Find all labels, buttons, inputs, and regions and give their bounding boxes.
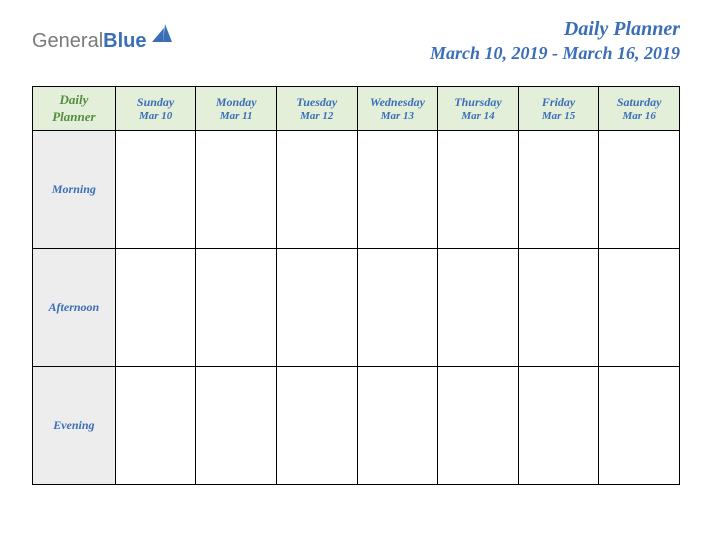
planner-cell[interactable] <box>438 367 519 485</box>
day-date: Mar 11 <box>196 110 276 122</box>
corner-label-1: Daily <box>33 92 115 109</box>
planner-page: GeneralBlue Daily Planner March 10, 2019… <box>0 0 712 550</box>
planner-cell[interactable] <box>599 249 680 367</box>
header-row: GeneralBlue Daily Planner March 10, 2019… <box>32 18 680 64</box>
day-name: Sunday <box>116 95 196 111</box>
planner-cell[interactable] <box>599 367 680 485</box>
planner-cell[interactable] <box>115 249 196 367</box>
planner-cell[interactable] <box>438 249 519 367</box>
logo-mark-icon <box>152 24 172 49</box>
logo-text-blue: Blue <box>103 30 146 52</box>
day-date: Mar 16 <box>599 110 679 122</box>
planner-cell[interactable] <box>357 249 438 367</box>
day-date: Mar 10 <box>116 110 196 122</box>
day-name: Saturday <box>599 95 679 111</box>
planner-cell[interactable] <box>357 367 438 485</box>
period-label: Evening <box>33 367 116 485</box>
day-header: Friday Mar 15 <box>518 87 599 131</box>
day-date: Mar 13 <box>358 110 438 122</box>
day-header: Sunday Mar 10 <box>115 87 196 131</box>
table-row: Afternoon <box>33 249 680 367</box>
period-label: Afternoon <box>33 249 116 367</box>
day-name: Thursday <box>438 95 518 111</box>
planner-cell[interactable] <box>276 131 357 249</box>
planner-cell[interactable] <box>438 131 519 249</box>
planner-cell[interactable] <box>599 131 680 249</box>
day-header: Monday Mar 11 <box>196 87 277 131</box>
title-block: Daily Planner March 10, 2019 - March 16,… <box>430 18 680 64</box>
planner-cell[interactable] <box>276 367 357 485</box>
page-date-range: March 10, 2019 - March 16, 2019 <box>430 43 680 64</box>
day-date: Mar 14 <box>438 110 518 122</box>
planner-cell[interactable] <box>357 131 438 249</box>
page-title: Daily Planner <box>430 18 680 41</box>
planner-cell[interactable] <box>518 367 599 485</box>
table-row: Evening <box>33 367 680 485</box>
period-label: Morning <box>33 131 116 249</box>
planner-cell[interactable] <box>196 367 277 485</box>
header-row-days: Daily Planner Sunday Mar 10 Monday Mar 1… <box>33 87 680 131</box>
table-row: Morning <box>33 131 680 249</box>
day-date: Mar 15 <box>519 110 599 122</box>
planner-table: Daily Planner Sunday Mar 10 Monday Mar 1… <box>32 86 680 485</box>
planner-cell[interactable] <box>196 131 277 249</box>
planner-cell[interactable] <box>276 249 357 367</box>
corner-cell: Daily Planner <box>33 87 116 131</box>
logo-text-general: General <box>32 30 103 52</box>
planner-cell[interactable] <box>518 131 599 249</box>
day-name: Friday <box>519 95 599 111</box>
day-header: Tuesday Mar 12 <box>276 87 357 131</box>
day-header: Saturday Mar 16 <box>599 87 680 131</box>
day-header: Thursday Mar 14 <box>438 87 519 131</box>
day-name: Monday <box>196 95 276 111</box>
day-name: Tuesday <box>277 95 357 111</box>
day-date: Mar 12 <box>277 110 357 122</box>
day-name: Wednesday <box>358 95 438 111</box>
corner-label-2: Planner <box>33 109 115 126</box>
planner-cell[interactable] <box>196 249 277 367</box>
planner-cell[interactable] <box>518 249 599 367</box>
planner-cell[interactable] <box>115 367 196 485</box>
day-header: Wednesday Mar 13 <box>357 87 438 131</box>
logo: GeneralBlue <box>32 18 172 53</box>
planner-cell[interactable] <box>115 131 196 249</box>
